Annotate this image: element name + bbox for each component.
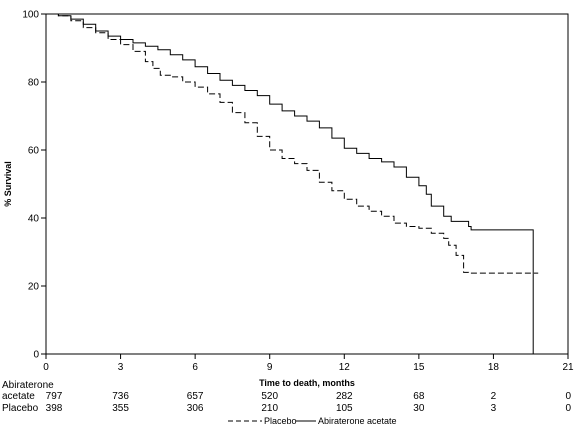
x-tick-label: 0 <box>43 362 49 373</box>
risk-count: 105 <box>336 403 353 414</box>
survival-curves <box>46 13 539 354</box>
risk-count: 797 <box>46 391 63 402</box>
risk-count: 30 <box>413 403 425 414</box>
risk-count: 306 <box>187 403 204 414</box>
risk-count: 210 <box>261 403 278 414</box>
plot-frame <box>45 13 569 355</box>
risk-count: 355 <box>112 403 129 414</box>
y-tick-label: 80 <box>28 78 40 89</box>
plot-border <box>45 13 569 355</box>
legend: Placebo Abiraterone acetate <box>228 416 397 426</box>
legend-label-abiraterone: Abiraterone acetate <box>318 416 397 426</box>
x-tick-label: 3 <box>118 362 124 373</box>
x-tick-label: 6 <box>192 362 198 373</box>
x-tick-label: 12 <box>339 362 351 373</box>
risk-count: 2 <box>491 391 497 402</box>
legend-label-placebo: Placebo <box>264 416 297 426</box>
risk-row-label: acetate <box>2 391 35 402</box>
risk-row-label: Placebo <box>2 403 39 414</box>
risk-count: 68 <box>413 391 425 402</box>
curve-placebo <box>46 13 539 274</box>
risk-count: 0 <box>565 403 571 414</box>
risk-count: 282 <box>336 391 353 402</box>
x-tick-label: 9 <box>267 362 273 373</box>
y-tick-label: 40 <box>28 214 40 225</box>
risk-row-label: Abiraterone <box>2 380 54 391</box>
y-tick-label: 60 <box>28 146 40 157</box>
y-axis-label: % Survival <box>3 161 13 207</box>
curve-abiraterone-acetate <box>46 13 534 354</box>
y-tick-label: 100 <box>22 10 39 21</box>
y-tick-label: 20 <box>28 282 40 293</box>
risk-count: 398 <box>46 403 63 414</box>
risk-count: 3 <box>491 403 497 414</box>
x-tick-label: 18 <box>488 362 500 373</box>
x-axis-label: Time to death, months <box>259 378 355 388</box>
y-tick-label: 0 <box>33 350 39 361</box>
risk-count: 736 <box>112 391 129 402</box>
x-tick-label: 15 <box>413 362 425 373</box>
risk-count: 0 <box>565 391 571 402</box>
y-axis: 0 20 40 60 80 100 <box>22 10 46 361</box>
risk-count: 520 <box>261 391 278 402</box>
x-axis: 0 3 6 9 12 15 18 21 <box>43 354 574 373</box>
risk-count: 657 <box>187 391 204 402</box>
x-tick-label: 21 <box>562 362 574 373</box>
